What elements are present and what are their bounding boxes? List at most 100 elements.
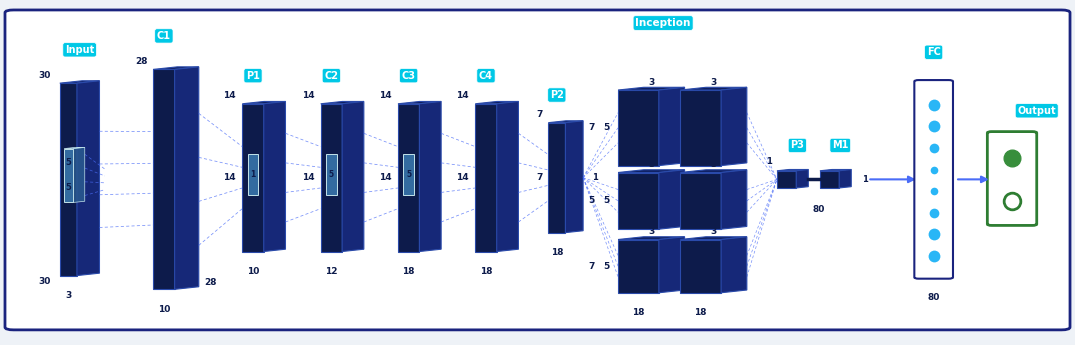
Polygon shape (797, 169, 808, 188)
Text: 14: 14 (456, 173, 469, 182)
Text: 1: 1 (250, 170, 256, 179)
Polygon shape (242, 101, 286, 104)
Polygon shape (60, 81, 100, 83)
Text: 5: 5 (66, 183, 72, 192)
Text: FC: FC (927, 47, 941, 57)
Polygon shape (320, 104, 342, 252)
Polygon shape (618, 170, 685, 172)
Polygon shape (680, 239, 721, 293)
Polygon shape (263, 101, 286, 252)
Text: 14: 14 (224, 173, 235, 182)
Polygon shape (820, 171, 840, 188)
Text: 3: 3 (648, 160, 655, 169)
Polygon shape (548, 121, 583, 123)
Polygon shape (680, 237, 747, 239)
Polygon shape (618, 239, 659, 293)
Polygon shape (73, 147, 85, 203)
Text: 18: 18 (402, 267, 415, 276)
Polygon shape (398, 101, 441, 104)
Text: 18: 18 (632, 308, 645, 317)
Text: 10: 10 (247, 267, 259, 276)
Polygon shape (326, 154, 336, 195)
Text: 1: 1 (862, 175, 868, 184)
Polygon shape (77, 81, 100, 276)
Polygon shape (659, 87, 685, 166)
Text: C1: C1 (157, 31, 171, 41)
Text: 5: 5 (66, 158, 72, 167)
Text: 3: 3 (66, 291, 71, 300)
Text: 1: 1 (765, 157, 772, 166)
Text: 5: 5 (603, 196, 610, 205)
Polygon shape (721, 237, 747, 293)
Text: C3: C3 (402, 71, 416, 81)
Text: Inception: Inception (635, 18, 691, 28)
Text: 14: 14 (378, 173, 391, 182)
Text: 5: 5 (603, 262, 610, 270)
Polygon shape (618, 90, 659, 166)
Polygon shape (777, 169, 808, 171)
Polygon shape (680, 170, 747, 172)
Text: 80: 80 (813, 205, 825, 214)
Text: 7: 7 (536, 173, 543, 182)
Text: 7: 7 (536, 110, 543, 119)
Text: 18: 18 (479, 267, 492, 276)
Text: 5: 5 (603, 123, 610, 132)
Polygon shape (659, 170, 685, 229)
Text: P2: P2 (550, 90, 563, 100)
Text: 7: 7 (588, 262, 594, 270)
Text: 3: 3 (711, 78, 717, 87)
Polygon shape (565, 121, 583, 233)
Text: P3: P3 (790, 140, 804, 150)
Text: 28: 28 (135, 57, 147, 66)
Polygon shape (64, 147, 85, 149)
Polygon shape (174, 67, 199, 289)
Polygon shape (820, 169, 851, 171)
Text: 14: 14 (224, 91, 235, 100)
Polygon shape (320, 101, 363, 104)
Polygon shape (777, 171, 797, 188)
Text: 14: 14 (456, 91, 469, 100)
FancyBboxPatch shape (987, 131, 1036, 225)
Text: 7: 7 (588, 123, 594, 132)
Polygon shape (419, 101, 441, 252)
Polygon shape (64, 149, 73, 203)
Text: 10: 10 (158, 305, 170, 314)
Polygon shape (475, 104, 497, 252)
Text: 30: 30 (39, 71, 52, 80)
Polygon shape (659, 237, 685, 293)
Polygon shape (721, 87, 747, 166)
Text: 5: 5 (329, 170, 334, 179)
Text: 28: 28 (204, 278, 217, 287)
Text: 14: 14 (378, 91, 391, 100)
Text: 14: 14 (302, 173, 314, 182)
Text: 12: 12 (325, 267, 338, 276)
Text: 3: 3 (648, 227, 655, 236)
Text: 1: 1 (591, 173, 598, 182)
Polygon shape (475, 101, 518, 104)
Polygon shape (618, 87, 685, 90)
Text: 30: 30 (39, 277, 52, 286)
Text: 80: 80 (928, 293, 940, 302)
Text: 3: 3 (648, 78, 655, 87)
Polygon shape (680, 90, 721, 166)
Polygon shape (548, 123, 565, 233)
Text: M1: M1 (832, 140, 848, 150)
Text: 18: 18 (550, 248, 563, 257)
Polygon shape (242, 104, 263, 252)
Text: C4: C4 (479, 71, 493, 81)
Text: 5: 5 (588, 196, 594, 205)
Text: 5: 5 (406, 170, 412, 179)
Polygon shape (403, 154, 414, 195)
Polygon shape (60, 83, 77, 276)
Text: 3: 3 (711, 160, 717, 169)
FancyBboxPatch shape (915, 80, 954, 279)
Polygon shape (153, 69, 174, 289)
Text: 14: 14 (302, 91, 314, 100)
Polygon shape (618, 172, 659, 229)
Text: C2: C2 (325, 71, 339, 81)
Text: Input: Input (64, 45, 95, 55)
FancyBboxPatch shape (5, 10, 1070, 330)
Polygon shape (342, 101, 363, 252)
Polygon shape (153, 67, 199, 69)
Text: 18: 18 (694, 308, 707, 317)
